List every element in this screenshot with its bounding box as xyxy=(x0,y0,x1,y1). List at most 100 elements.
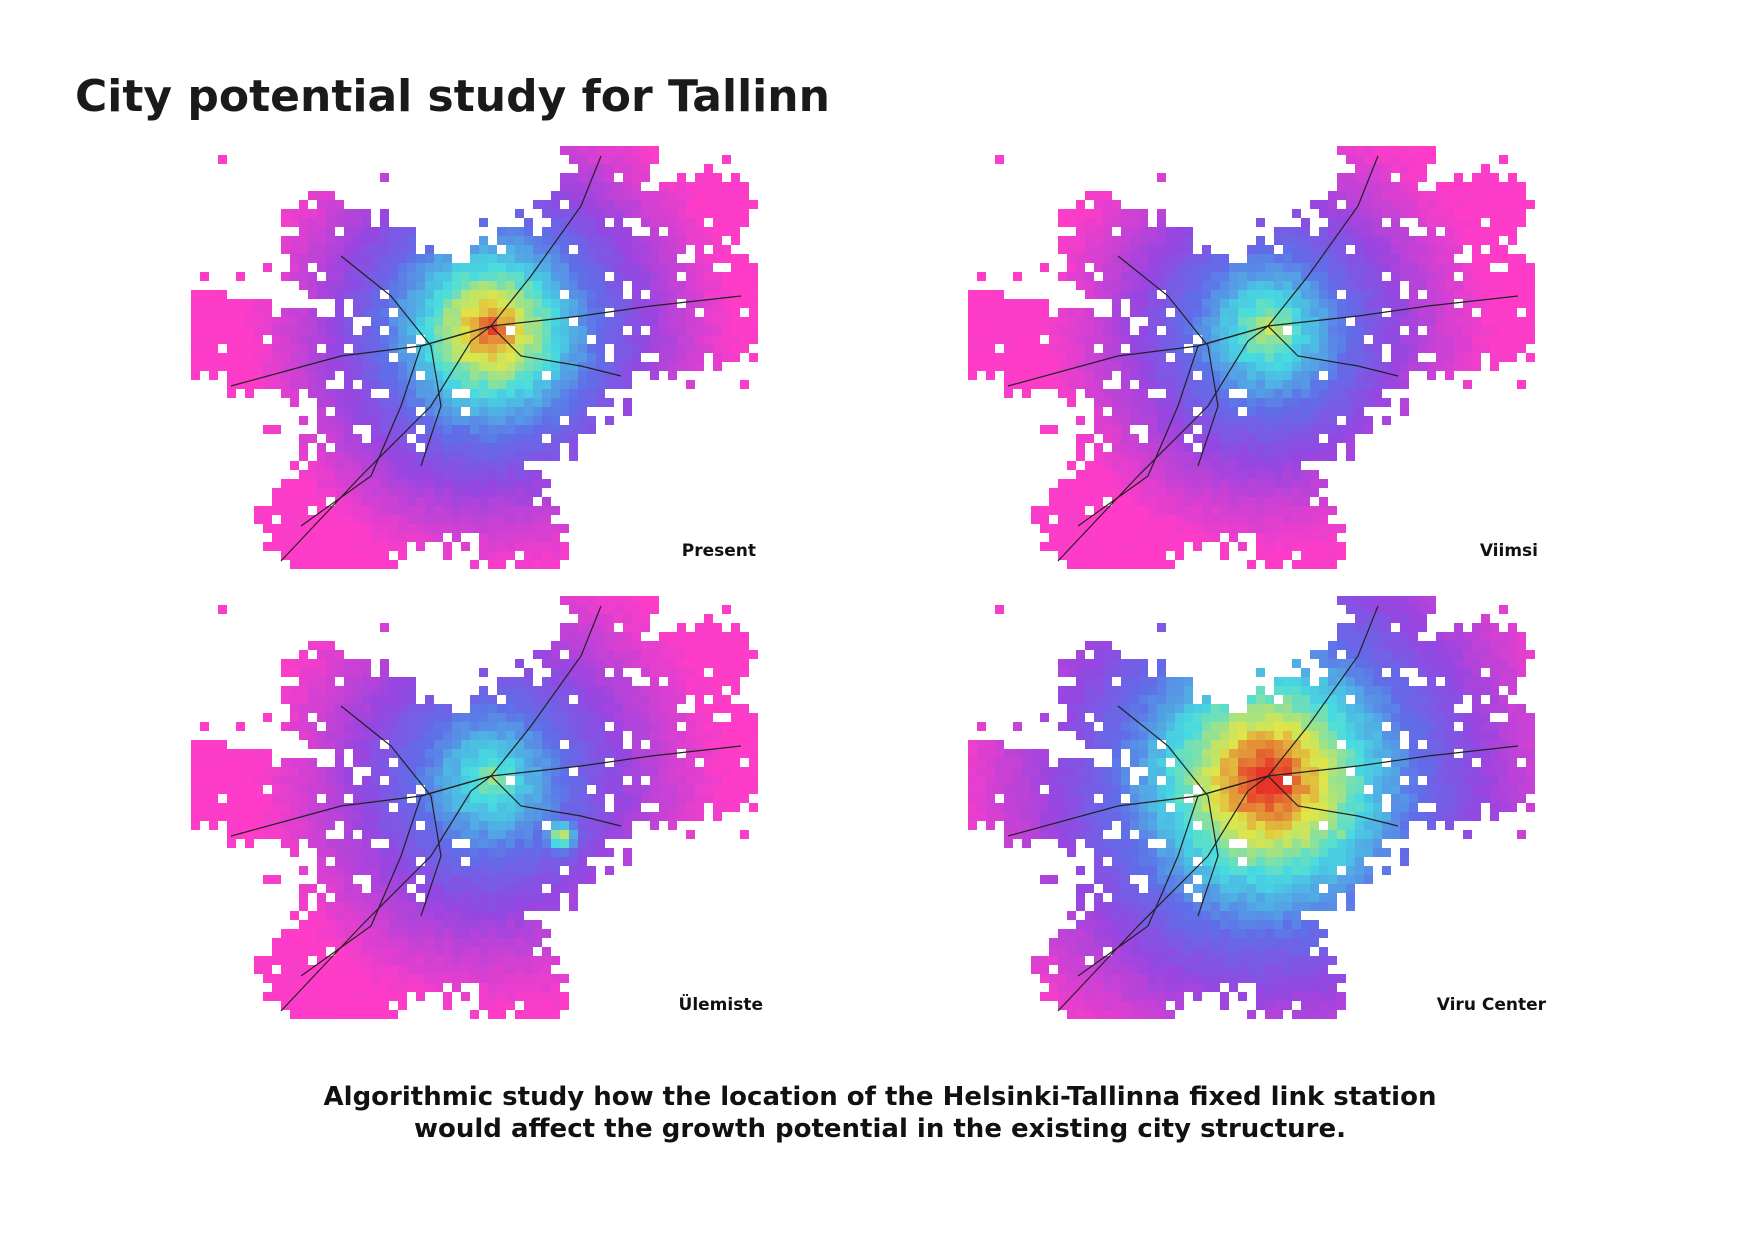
heat-cell xyxy=(659,686,668,695)
heat-cell xyxy=(380,398,389,407)
heat-cell xyxy=(380,317,389,326)
heat-cell xyxy=(290,974,299,983)
heat-cell xyxy=(506,434,515,443)
heat-cell xyxy=(1310,515,1319,524)
heat-cell xyxy=(1310,290,1319,299)
heat-cell xyxy=(344,452,353,461)
heat-cell xyxy=(497,551,506,560)
heat-cell xyxy=(1274,524,1283,533)
heat-cell xyxy=(497,380,506,389)
heat-cell xyxy=(1040,263,1049,272)
heat-cell xyxy=(497,488,506,497)
heat-cell xyxy=(326,794,335,803)
heat-cell xyxy=(713,677,722,686)
heat-cell xyxy=(452,911,461,920)
heat-cell xyxy=(1112,326,1121,335)
heat-cell xyxy=(1427,371,1436,380)
heat-cell xyxy=(461,488,470,497)
heat-cell xyxy=(416,767,425,776)
heat-cell xyxy=(1319,380,1328,389)
heat-cell xyxy=(380,272,389,281)
heat-cell xyxy=(299,731,308,740)
heat-cell xyxy=(1427,200,1436,209)
heat-cell xyxy=(461,902,470,911)
heat-cell xyxy=(995,299,1004,308)
heat-cell xyxy=(479,713,488,722)
heat-cell xyxy=(1445,236,1454,245)
heat-cell xyxy=(1058,335,1067,344)
heat-cell xyxy=(1013,353,1022,362)
heat-cell xyxy=(614,236,623,245)
heat-cell xyxy=(1022,317,1031,326)
heat-cell xyxy=(1265,326,1274,335)
heat-cell xyxy=(1427,254,1436,263)
heat-cell xyxy=(362,524,371,533)
heat-cell xyxy=(1319,524,1328,533)
heat-cell xyxy=(353,416,362,425)
heat-cell xyxy=(1319,236,1328,245)
heat-cell xyxy=(479,461,488,470)
heat-cell xyxy=(749,290,758,299)
heat-cell xyxy=(1202,326,1211,335)
heat-cell xyxy=(299,326,308,335)
heat-cell xyxy=(551,191,560,200)
heat-cell xyxy=(1256,407,1265,416)
heat-cell xyxy=(308,308,317,317)
heat-cell xyxy=(1184,479,1193,488)
heat-cell xyxy=(308,758,317,767)
heat-cell xyxy=(578,650,587,659)
heat-cell xyxy=(596,164,605,173)
heat-cell xyxy=(1310,353,1319,362)
heat-cell xyxy=(344,533,353,542)
heat-cell xyxy=(263,749,272,758)
heat-cell xyxy=(488,713,497,722)
heat-cell xyxy=(533,785,542,794)
heat-cell xyxy=(1013,362,1022,371)
heat-cell xyxy=(290,722,299,731)
heat-cell xyxy=(605,740,614,749)
heat-cell xyxy=(542,839,551,848)
heat-cell xyxy=(1481,272,1490,281)
heat-cell xyxy=(515,542,524,551)
heat-cell xyxy=(200,776,209,785)
heat-cell xyxy=(1391,191,1400,200)
heat-cell xyxy=(434,866,443,875)
heat-cell xyxy=(524,713,533,722)
heat-cell xyxy=(731,317,740,326)
heat-cell xyxy=(488,551,497,560)
heat-cell xyxy=(632,794,641,803)
heat-cell xyxy=(1499,209,1508,218)
heat-cell xyxy=(236,371,245,380)
heat-cell xyxy=(407,353,416,362)
heat-cell xyxy=(731,794,740,803)
heat-cell xyxy=(1238,335,1247,344)
heat-cell xyxy=(641,596,650,605)
heat-cell xyxy=(560,848,569,857)
heat-cell xyxy=(1238,281,1247,290)
heat-cell xyxy=(362,713,371,722)
heat-cell xyxy=(1130,479,1139,488)
heat-cell xyxy=(515,461,524,470)
heat-cell xyxy=(560,731,569,740)
heat-cell xyxy=(605,731,614,740)
heat-cell xyxy=(731,290,740,299)
heat-cell xyxy=(659,740,668,749)
heat-cell xyxy=(488,497,497,506)
heat-cell xyxy=(569,596,578,605)
heat-cell xyxy=(506,713,515,722)
heat-cell xyxy=(1085,497,1094,506)
heat-cell xyxy=(299,245,308,254)
heat-cell xyxy=(1175,245,1184,254)
heat-cell xyxy=(659,299,668,308)
heat-cell xyxy=(479,497,488,506)
heat-cell xyxy=(650,245,659,254)
heat-cell xyxy=(551,263,560,272)
heat-cell xyxy=(371,506,380,515)
heat-cell xyxy=(362,344,371,353)
heat-cell xyxy=(335,497,344,506)
heat-cell xyxy=(1220,317,1229,326)
heat-cell xyxy=(371,695,380,704)
heat-cell xyxy=(1508,272,1517,281)
heat-cell xyxy=(461,713,470,722)
heat-cell xyxy=(587,875,596,884)
